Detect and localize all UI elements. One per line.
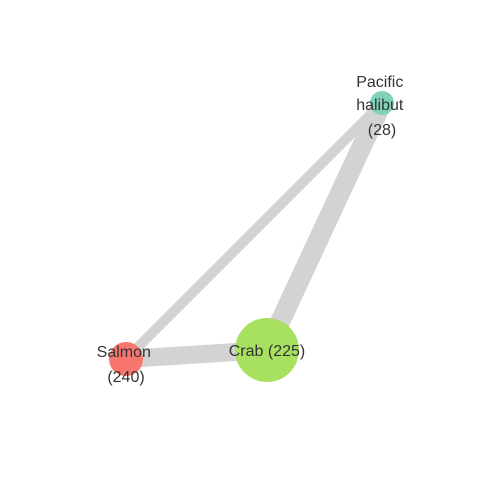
node-label-halibut-line-1: Pacific <box>356 74 403 91</box>
node-label-crab: Crab (225) <box>229 343 305 360</box>
edge-crab-halibut <box>257 98 392 355</box>
edge-layer <box>122 98 392 368</box>
node-layer <box>109 91 394 382</box>
node-label-halibut: Pacific halibut (28) <box>356 74 408 139</box>
node-label-crab-line-1: Crab (225) <box>229 343 305 360</box>
edge-salmon-halibut <box>122 99 386 363</box>
node-label-salmon-line-2: (240) <box>107 369 144 386</box>
node-halibut[interactable] <box>370 91 394 115</box>
label-layer: Salmon (240) Crab (225) Pacific halibut … <box>97 74 408 386</box>
node-label-halibut-line-2: halibut <box>356 97 404 114</box>
node-crab[interactable] <box>235 318 299 382</box>
node-salmon[interactable] <box>109 342 143 376</box>
node-label-halibut-line-3: (28) <box>368 122 396 139</box>
node-label-salmon-line-1: Salmon <box>97 344 151 361</box>
node-label-salmon: Salmon (240) <box>97 344 156 386</box>
